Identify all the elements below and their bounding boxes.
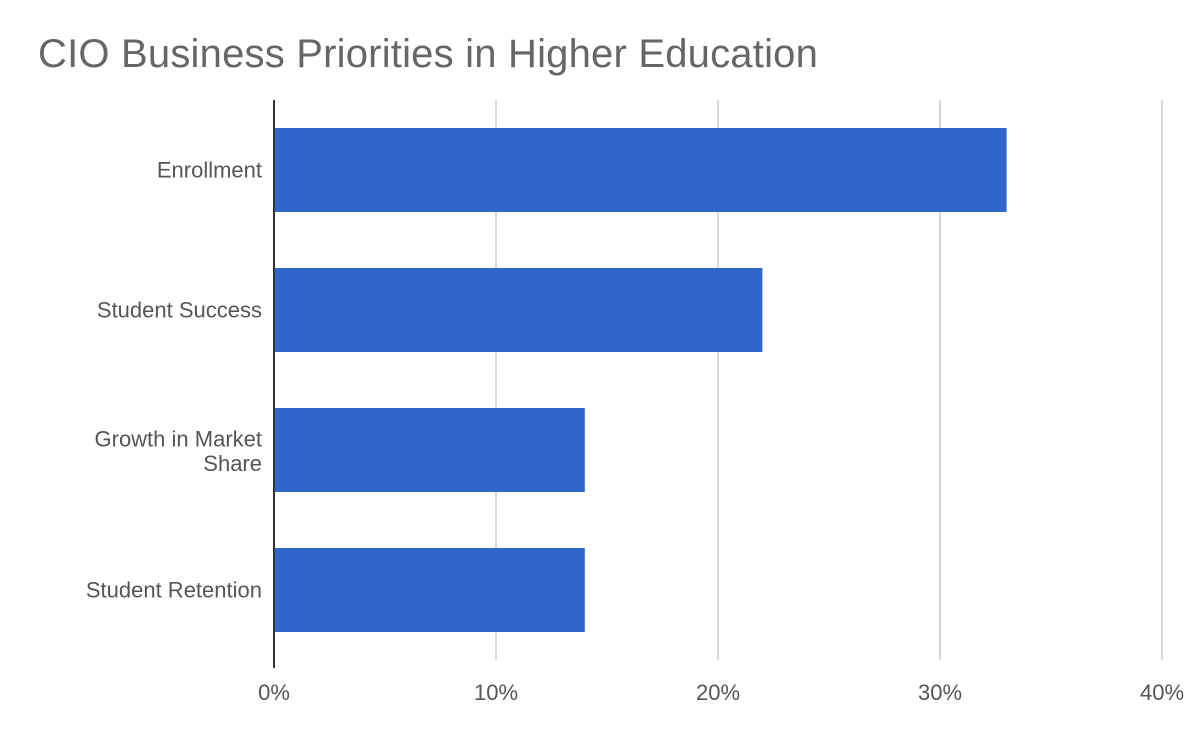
bar [274, 268, 763, 352]
x-tick-label: 20% [696, 680, 740, 705]
category-label: Growth in Market Share [95, 427, 263, 476]
x-tick-label: 40% [1140, 680, 1184, 705]
x-tick-label: 0% [258, 680, 290, 705]
x-tick-label: 10% [474, 680, 518, 705]
bar [274, 128, 1007, 212]
chart-title: CIO Business Priorities in Higher Educat… [38, 32, 819, 76]
category-label: Student Success [97, 298, 262, 323]
bar [274, 408, 585, 492]
x-tick-label: 30% [918, 680, 962, 705]
category-label: Enrollment [157, 158, 262, 183]
category-label: Student Retention [86, 578, 262, 603]
bar [274, 548, 585, 632]
